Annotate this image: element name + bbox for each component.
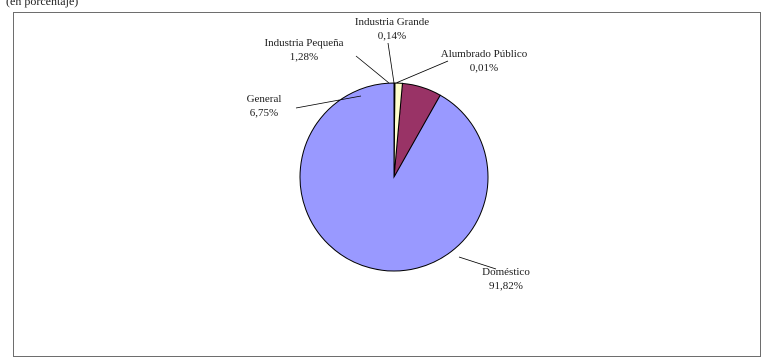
slice-value-label: 91,82% — [489, 280, 523, 292]
slice-value-label: 1,28% — [290, 51, 318, 63]
leader-line — [388, 43, 394, 83]
pie-chart: Doméstico 91,82% General 6,75% Industria Peq… — [14, 13, 762, 358]
chart-frame: Doméstico 91,82% General 6,75% Industria Peq… — [13, 12, 761, 357]
leader-line — [396, 61, 448, 83]
slice-value-label: 0,01% — [470, 62, 498, 74]
slice-name-label: Industria Pequeña — [264, 37, 343, 49]
slice-name-label: General — [247, 93, 282, 105]
slice-value-label: 0,14% — [378, 30, 406, 42]
slice-value-label: 6,75% — [250, 107, 278, 119]
leader-line — [356, 56, 389, 83]
slice-name-label: Doméstico — [482, 266, 530, 278]
slice-name-label: Industria Grande — [355, 16, 429, 28]
chart-caption-fragment: (en porcentaje) — [6, 0, 78, 9]
slice-name-label: Alumbrado Público — [441, 48, 528, 60]
